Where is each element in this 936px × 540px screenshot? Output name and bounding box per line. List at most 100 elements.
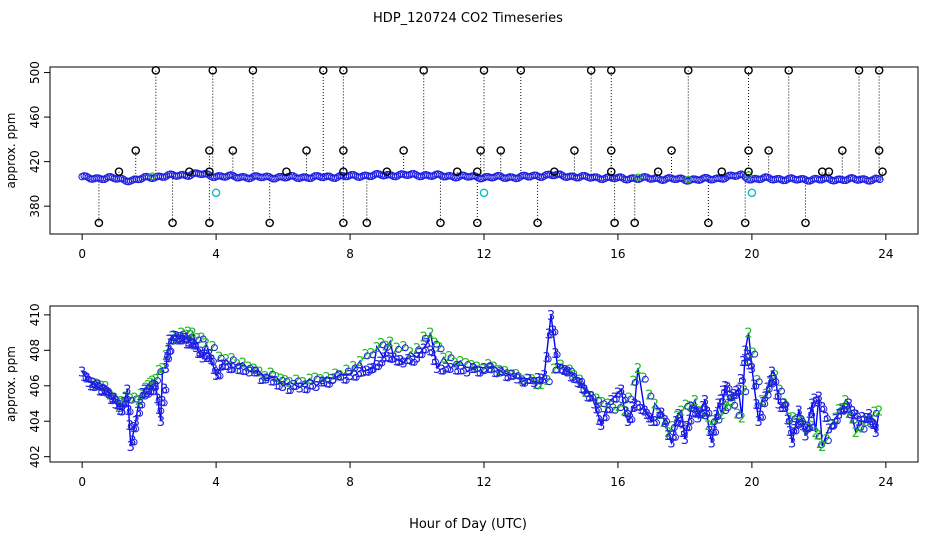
- series-3-point: 3: [737, 373, 745, 388]
- series-3-circle: [227, 366, 235, 374]
- series-2-point: 2: [426, 327, 434, 342]
- outlier-point: [151, 66, 161, 75]
- series-3-circle: [694, 409, 702, 417]
- series-3-point: 3: [554, 362, 562, 377]
- series-3-circle: [754, 402, 762, 410]
- series-3-point: 3: [178, 334, 186, 349]
- series-3-circle: [656, 411, 664, 419]
- series-3-circle: [493, 370, 501, 378]
- series-2-point: 2: [239, 357, 247, 372]
- series-3-point: 3: [165, 334, 173, 349]
- series-3-point: 3: [763, 382, 771, 397]
- outlier-point: [704, 218, 713, 228]
- series-line: [81, 314, 880, 447]
- series-3-point: 3: [813, 395, 821, 410]
- series-2-circle: [167, 347, 175, 355]
- series-3-point: 3: [152, 380, 160, 395]
- data-point: [514, 174, 522, 182]
- outlier-point: [630, 218, 639, 228]
- series-2-point: 2: [148, 374, 156, 389]
- series-3-point: 3: [622, 406, 630, 421]
- series-3-point: 3: [835, 408, 843, 423]
- series-2-point: 2: [146, 376, 154, 391]
- series-3-point: 3: [196, 346, 204, 361]
- series-3-point: 3: [741, 344, 749, 359]
- series-2-circle: [217, 354, 225, 362]
- series-3-point: 3: [174, 333, 182, 348]
- series-2-point: 2: [557, 359, 565, 374]
- series-3-point: 3: [116, 404, 124, 419]
- series-3-point: 3: [708, 437, 716, 452]
- series-3-circle: [705, 409, 713, 417]
- x-tick-label: 16: [610, 247, 625, 261]
- series-3-point: 3: [792, 418, 800, 433]
- series-3-point: 3: [631, 398, 639, 413]
- series-2-point: 2: [445, 350, 453, 365]
- series-3-circle: [580, 386, 588, 394]
- series-2-point: 2: [440, 351, 448, 366]
- series-2-point: 2: [639, 372, 647, 387]
- series-2-point: 2: [576, 374, 584, 389]
- series-2-circle: [447, 354, 455, 362]
- series-3-point: 3: [574, 376, 582, 391]
- series-3-point: 3: [120, 396, 128, 411]
- series-3-point: 3: [619, 392, 627, 407]
- series-2-point: 2: [838, 402, 846, 417]
- series-3-point: 3: [869, 418, 877, 433]
- series-3-point: 3: [872, 426, 880, 441]
- series-3-point: 3: [710, 425, 718, 440]
- series-2-point: 2: [686, 400, 694, 415]
- series-3-circle: [781, 401, 789, 409]
- series-3-point: 3: [153, 393, 161, 408]
- series-2-circle: [486, 362, 494, 370]
- series-3-circle: [707, 429, 715, 437]
- series-3-point: 3: [123, 383, 131, 398]
- series-3-circle: [138, 401, 146, 409]
- series-2-point: 2: [110, 392, 118, 407]
- series-3-point: 3: [192, 341, 200, 356]
- series-3-point: 3: [190, 339, 198, 354]
- series-3-circle: [606, 406, 614, 414]
- baseline-points: [78, 169, 884, 186]
- series-3-circle: [544, 355, 552, 363]
- series-3-circle: [368, 366, 376, 374]
- series-2-circle: [594, 396, 602, 404]
- series-2-point: 2: [233, 358, 241, 373]
- series-2-point: 2: [336, 369, 344, 384]
- series-2-circle: [344, 367, 352, 375]
- series-2-point: 2: [122, 390, 130, 405]
- series-2-circle: [437, 345, 445, 353]
- series-3-point: 3: [134, 406, 142, 421]
- series-3-circle: [652, 419, 660, 427]
- series-2-point: 2: [331, 368, 339, 383]
- series-3-point: 3: [205, 348, 213, 363]
- series-3-point: 3: [739, 355, 747, 370]
- x-tick-label: 12: [476, 247, 491, 261]
- series-3-point: 3: [214, 368, 222, 383]
- series-3-point: 3: [679, 426, 687, 441]
- series-3-point: 3: [725, 389, 733, 404]
- series-3-point: 3: [748, 362, 756, 377]
- series-2-point: 2: [858, 421, 866, 436]
- x-tick-label: 8: [346, 247, 354, 261]
- series-3-circle: [395, 359, 403, 367]
- series-3-circle: [551, 328, 559, 336]
- series-2-point: 2: [537, 378, 545, 393]
- series-3-point: 3: [225, 362, 233, 377]
- series-3-point: 3: [132, 415, 140, 430]
- series-3-point: 3: [257, 373, 265, 388]
- top-panel: 0 4 8 12 16 20 24 380 420 460 500 approx. ppm: [4, 61, 919, 261]
- series-2-point: 2: [776, 383, 784, 398]
- series-2-circle: [857, 424, 865, 432]
- outlier-point: [131, 146, 141, 155]
- series-3-point: 3: [273, 379, 281, 394]
- series-2-point: 2: [250, 363, 258, 378]
- series-3-point: 3: [335, 370, 343, 385]
- series-2-point: 2: [462, 357, 470, 372]
- series-2-point: 2: [317, 373, 325, 388]
- series-2-point: 2: [651, 398, 659, 413]
- series-3-circle: [830, 422, 838, 430]
- series-2-point: 2: [152, 373, 160, 388]
- series-3-circle: [136, 409, 144, 417]
- outlier-point: [606, 146, 616, 155]
